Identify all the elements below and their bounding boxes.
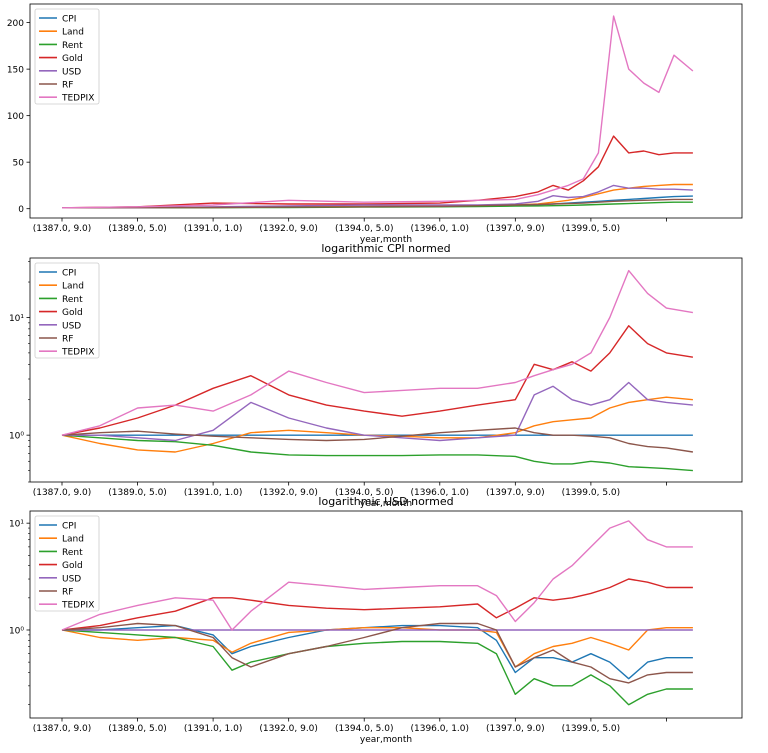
x-tick-label: (1387.0, 9.0) [33,724,92,734]
x-tick-label: (1387.0, 9.0) [33,488,92,498]
legend-label: TEDPIX [61,94,94,104]
series-line-tedpix [61,269,694,436]
y-tick-label: 10⁰ [9,432,24,442]
legend-label: TEDPIX [61,348,94,358]
legend-label: RF [62,335,73,345]
series-line-rf [61,427,694,453]
axes-frame [29,3,743,219]
x-tick-label: (1397.0, 9.0) [486,724,545,734]
y-tick-label: 10⁰ [9,626,24,636]
x-tick-label: (1391.0, 1.0) [184,224,243,234]
x-tick-label: (1394.0, 5.0) [335,488,394,498]
legend-label: Gold [62,308,83,318]
series-line-gold [61,578,693,631]
axes-frame [29,510,743,719]
legend-box [34,262,100,359]
series-line-rent [61,434,693,472]
series-line-tedpix [61,520,693,631]
x-tick-label: (1389.0, 5.0) [108,724,167,734]
legend-label: USD [62,574,81,584]
series-line-rf [61,198,693,209]
legend-label: Gold [62,54,83,64]
legend-label: TEDPIX [61,601,94,611]
series-lines [61,520,693,706]
legend-label: Land [62,282,84,292]
legend-label: RF [62,81,73,91]
y-tick-label: 10¹ [9,520,24,530]
legend-label: Rent [62,41,83,51]
x-tick-label: (1391.0, 1.0) [184,724,243,734]
chart-panel-3: logarithmic USD normed 10⁰ 10¹ (1387.0, 9.0… [9,495,743,745]
legend: CPI Land Rent Gold USD RF TEDPIX [34,8,100,105]
x-tick-label: (1399.0, 5.0) [562,224,621,234]
series-line-rf [61,622,693,684]
x-tick-label: (1399.0, 5.0) [562,724,621,734]
legend-label: Land [62,535,84,545]
x-tick-label: (1392.0, 9.0) [259,488,318,498]
legend-label: RF [62,588,73,598]
x-tick-label: (1394.0, 5.0) [335,724,394,734]
series-line-gold [61,135,693,209]
x-tick-label: (1399.0, 5.0) [562,488,621,498]
legend-label: Gold [62,561,83,571]
y-tick-label: 10¹ [9,314,24,324]
x-tick-label: (1394.0, 5.0) [335,224,394,234]
x-tick-label: (1397.0, 9.0) [486,488,545,498]
legend-label: CPI [62,269,76,279]
x-tick-label: (1397.0, 9.0) [486,224,545,234]
y-tick-label: 200 [7,19,24,29]
legend-label: CPI [62,15,76,25]
x-tick-label: (1391.0, 1.0) [184,488,243,498]
chart-title: logarithmic USD normed [318,495,453,508]
legend-label: Land [62,28,84,38]
legend-box [34,515,100,612]
legend-label: USD [62,321,81,331]
axes-frame [29,257,743,483]
x-tick-label: (1392.0, 9.0) [259,224,318,234]
legend: CPI Land Rent Gold USD RF TEDPIX [34,515,100,612]
legend: CPI Land Rent Gold USD RF TEDPIX [34,262,100,359]
series-lines [61,15,694,209]
chart-panel-2: logarithmic CPI normed 10⁰ 10¹ (1387.0, 9.0… [9,242,743,509]
x-tick-label: (1396.0, 1.0) [410,724,469,734]
x-tick-label: (1389.0, 5.0) [108,488,167,498]
series-line-gold [61,325,694,436]
x-tick-label: (1392.0, 9.0) [259,724,318,734]
legend-label: CPI [62,522,76,532]
y-tick-label: 150 [7,66,24,76]
legend-label: Rent [62,295,83,305]
y-tick-label: 50 [13,159,25,169]
x-tick-label: (1396.0, 1.0) [410,224,469,234]
x-tick-label: (1396.0, 1.0) [410,488,469,498]
series-lines [61,269,694,472]
series-line-rent [61,629,693,706]
x-axis-label: year,month [360,735,412,745]
y-tick-label: 0 [18,205,24,215]
series-line-cpi [62,624,693,680]
x-tick-label: (1387.0, 9.0) [33,224,92,234]
chart-panel-1: 0 50 100 150 200 (1387.0, 9.0) (1389.0, 5.0) (1… [7,3,743,245]
legend-box [34,8,100,105]
legend-label: Rent [62,548,83,558]
series-line-tedpix [61,15,694,209]
x-axis-label: year,month [360,235,412,245]
y-tick-label: 100 [7,112,24,122]
x-tick-label: (1389.0, 5.0) [108,224,167,234]
series-line-usd [62,184,693,209]
chart-title: logarithmic CPI normed [321,242,450,255]
x-axis-label: year,month [360,499,412,509]
legend-label: USD [62,67,81,77]
series-line-land [61,396,693,453]
